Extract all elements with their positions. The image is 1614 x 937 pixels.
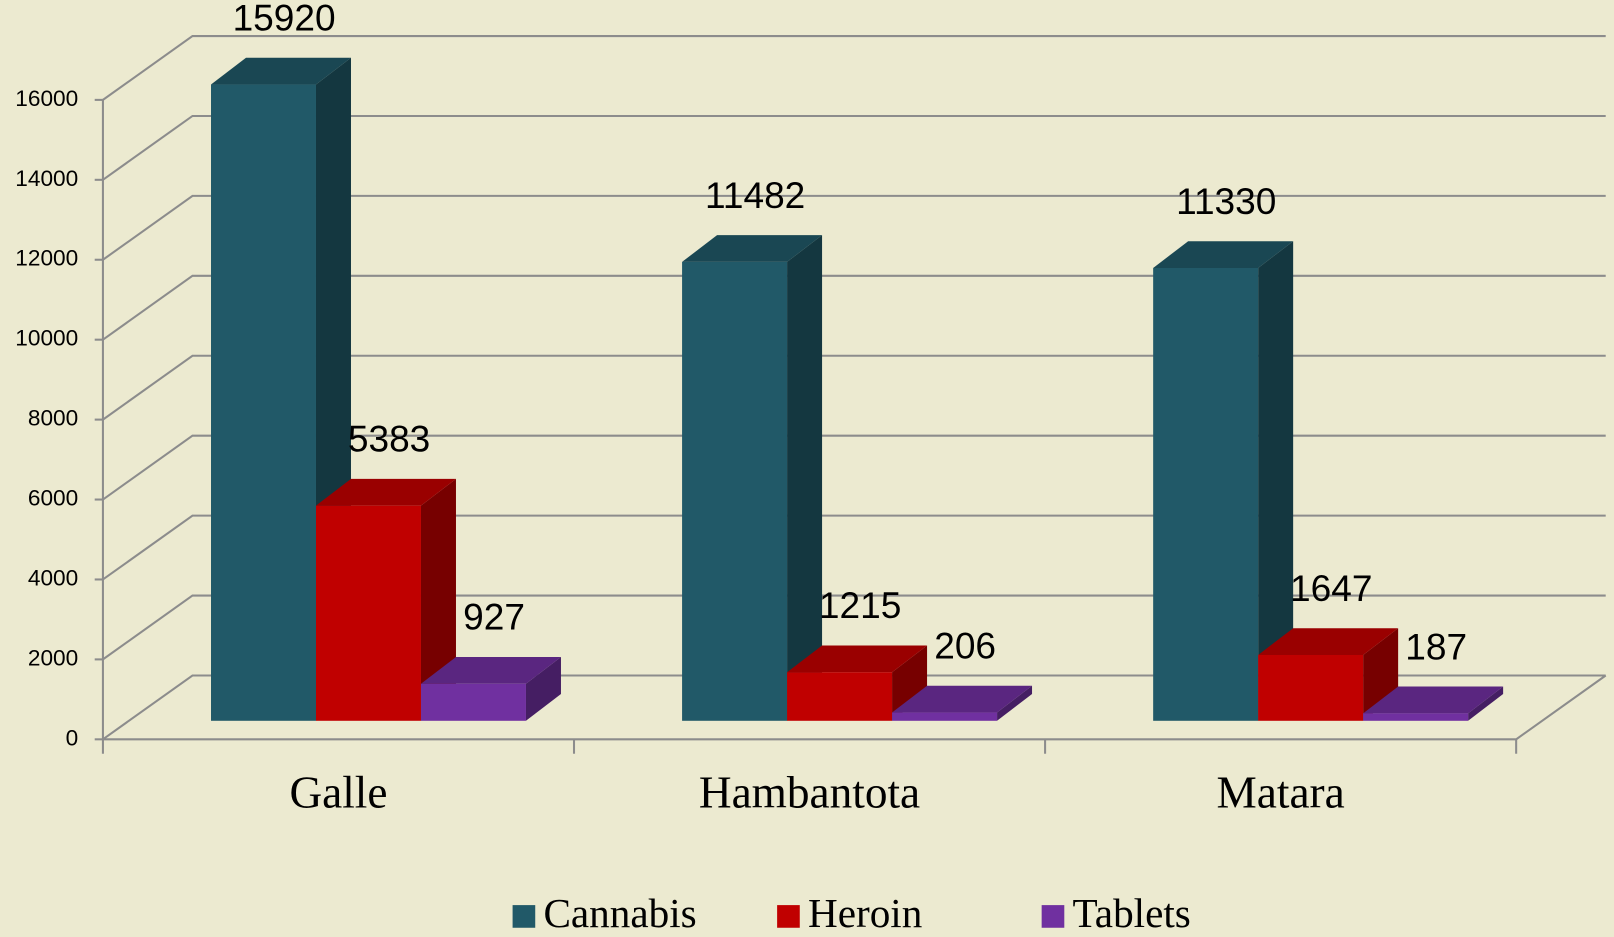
bar [682,261,788,721]
y-tick-label: 0 [66,725,79,750]
bar-side [1468,686,1504,721]
grid-line [102,514,1606,581]
data-label: 15920 [233,0,336,39]
legend-label: Heroin [808,890,922,936]
grid-line [102,274,1606,341]
legend-swatch [1041,905,1065,928]
grid-line [102,114,1606,181]
bar-top [315,478,456,506]
data-label: 11330 [1176,180,1276,222]
data-label: 1647 [1290,567,1372,609]
bar [315,505,421,721]
y-tick-label: 14000 [15,166,78,191]
bar-top [1153,241,1294,268]
y-tick-label: 2000 [28,645,78,670]
bar [1363,713,1469,721]
bar-side [420,478,456,721]
bar-top [892,685,1033,713]
legend-swatch [777,905,800,928]
data-label: 927 [463,596,525,638]
bar [420,683,526,721]
data-label: 206 [934,625,996,667]
legend-label: Tablets [1073,890,1191,936]
data-label: 187 [1405,625,1467,667]
y-tick-label: 12000 [15,246,78,271]
bar-side [997,685,1033,721]
data-label: 5383 [348,418,430,460]
legend-swatch [512,905,536,928]
grid-line [102,35,1606,101]
x-tick-label: Hambantota [699,767,920,817]
bar-side [787,235,823,721]
grid-line [102,674,1606,741]
y-tick-label: 4000 [28,565,78,590]
grid-line [102,354,1606,421]
grid-line [102,594,1606,661]
y-tick-label: 10000 [15,326,78,351]
grid-line [102,434,1606,501]
y-tick-label: 8000 [28,406,78,431]
legend-label: Cannabis [543,890,696,936]
bar-side [525,656,561,721]
bar-top [787,645,928,673]
bar-side [892,645,928,721]
bar-top [682,235,823,262]
bar-top [1258,628,1399,655]
bar-side [1258,241,1294,721]
bar-top [211,57,351,85]
bar [1258,654,1364,721]
bar-top [1363,686,1504,714]
x-tick-label: Galle [289,767,387,817]
bar [787,672,893,721]
bar [1153,267,1259,721]
bar [892,712,998,721]
bar [211,84,316,721]
data-label: 1215 [819,584,901,626]
data-label: 11482 [705,174,805,216]
x-tick-label: Matara [1217,767,1345,817]
grid-line [102,194,1606,261]
bar-top [420,656,561,684]
plot-area: 0 2000 4000 6000 8000 10000 12000 14000 16000 Gal… [15,0,1607,936]
y-tick-label: 16000 [15,86,78,111]
y-tick-label: 6000 [28,486,78,511]
